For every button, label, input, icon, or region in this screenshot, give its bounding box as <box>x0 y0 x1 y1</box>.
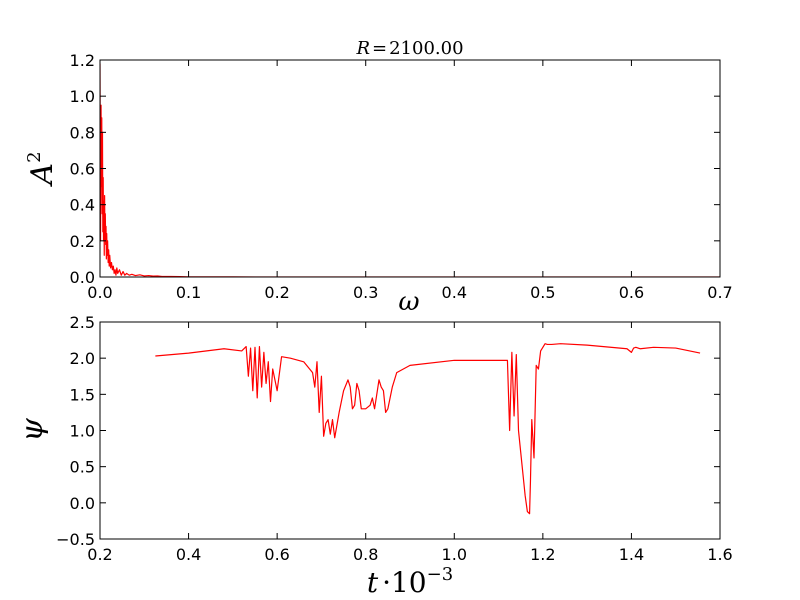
x-tick-label: 1.4 <box>619 545 644 564</box>
x-tick-label: 0.6 <box>619 283 644 302</box>
x-tick-label: 0.7 <box>707 283 732 302</box>
x-tick-label: 0.2 <box>87 545 112 564</box>
y-tick-label: 0.5 <box>70 458 95 477</box>
x-tick-label: 0.6 <box>264 545 289 564</box>
x-tick-label: 0.2 <box>264 283 289 302</box>
top-plot-area: 0.0 0.1 0.2 0.3 0.4 0.5 0.6 0.7 0.0 0.2 0.4 0.6 0.8 1… <box>70 51 733 302</box>
bottom-chart: 0.2 0.4 0.6 0.8 1.0 1.2 1.4 1.6 −0.5 0.0 0.5 1.0 1.5… <box>15 313 733 599</box>
y-tick-label: 1.5 <box>70 385 95 404</box>
y-tick-label: −0.5 <box>56 530 95 549</box>
y-tick-label: 0.4 <box>70 196 95 215</box>
x-tick-label: 1.0 <box>442 545 467 564</box>
x-tick-label: 0.0 <box>87 283 112 302</box>
bottom-y-axis-label: ψ <box>15 418 50 442</box>
top-y-axis-label: A2 <box>24 151 60 187</box>
x-tick-label: 0.5 <box>530 283 555 302</box>
y-tick-label: 2.5 <box>70 313 95 332</box>
bottom-plot-area: 0.2 0.4 0.6 0.8 1.0 1.2 1.4 1.6 −0.5 0.0 0.5 1.0 1.5… <box>56 313 733 564</box>
x-tick-label: 0.4 <box>442 283 467 302</box>
y-tick-label: 0.2 <box>70 232 95 251</box>
y-tick-label: 1.2 <box>70 51 95 70</box>
top-chart: R = 2100.00 0.0 0.1 0.2 0.3 0.4 0.5 0.6 0.7 0.0 0.2… <box>24 38 733 317</box>
series-line-1-0 <box>155 343 701 515</box>
bottom-x-axis-label: t ·10−3 <box>367 564 453 599</box>
y-tick-label: 2.0 <box>70 349 95 368</box>
y-tick-label: 0.6 <box>70 160 95 179</box>
y-tick-label: 0.8 <box>70 123 95 142</box>
y-tick-label: 1.0 <box>70 422 95 441</box>
x-tick-label: 0.3 <box>353 283 378 302</box>
x-tick-label: 0.1 <box>176 283 201 302</box>
y-tick-label: 0.0 <box>70 268 95 287</box>
top-x-axis-label: ω <box>398 287 419 317</box>
top-chart-title: R = 2100.00 <box>355 38 463 59</box>
y-tick-label: 1.0 <box>70 87 95 106</box>
x-tick-label: 0.4 <box>176 545 201 564</box>
x-tick-label: 1.6 <box>707 545 732 564</box>
y-tick-label: 0.0 <box>70 494 95 513</box>
x-tick-label: 1.2 <box>530 545 555 564</box>
x-tick-label: 0.8 <box>353 545 378 564</box>
